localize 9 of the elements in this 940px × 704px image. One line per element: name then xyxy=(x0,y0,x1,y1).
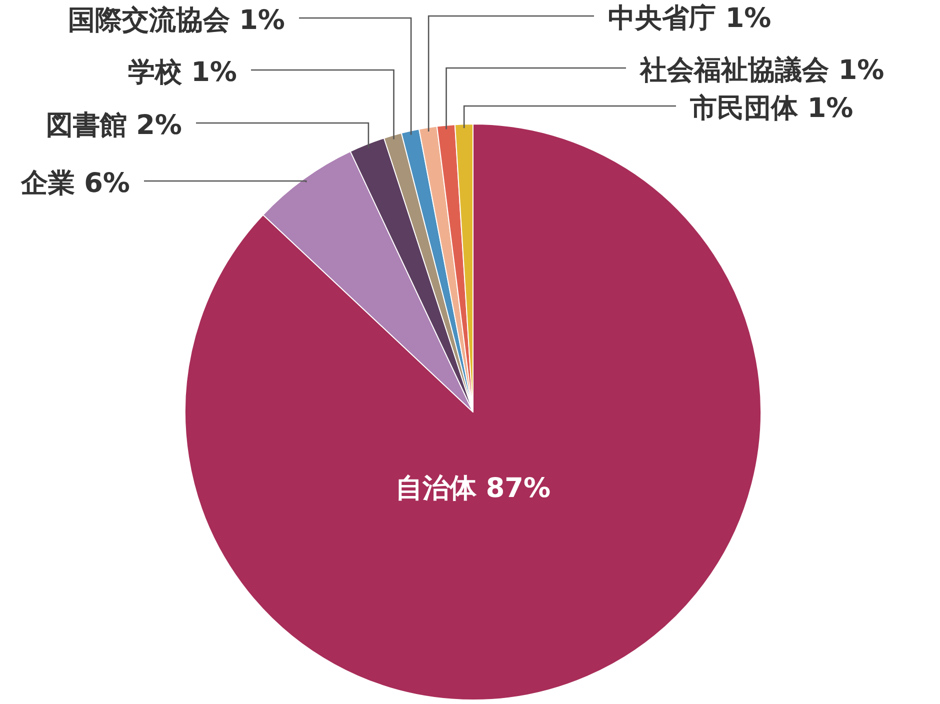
pie-slice xyxy=(184,124,762,700)
slice-label: 国際交流協会 1% xyxy=(68,5,285,36)
slice-label: 企業 6% xyxy=(20,168,130,199)
slice-label: 中央省庁 1% xyxy=(608,3,772,34)
slice-label: 図書館 2% xyxy=(46,110,182,141)
slice-label: 市民団体 1% xyxy=(689,93,854,124)
slice-label: 学校 1% xyxy=(128,57,237,88)
slice-label: 社会福祉協議会 1% xyxy=(639,55,884,86)
slice-label: 自治体 87% xyxy=(395,473,551,504)
